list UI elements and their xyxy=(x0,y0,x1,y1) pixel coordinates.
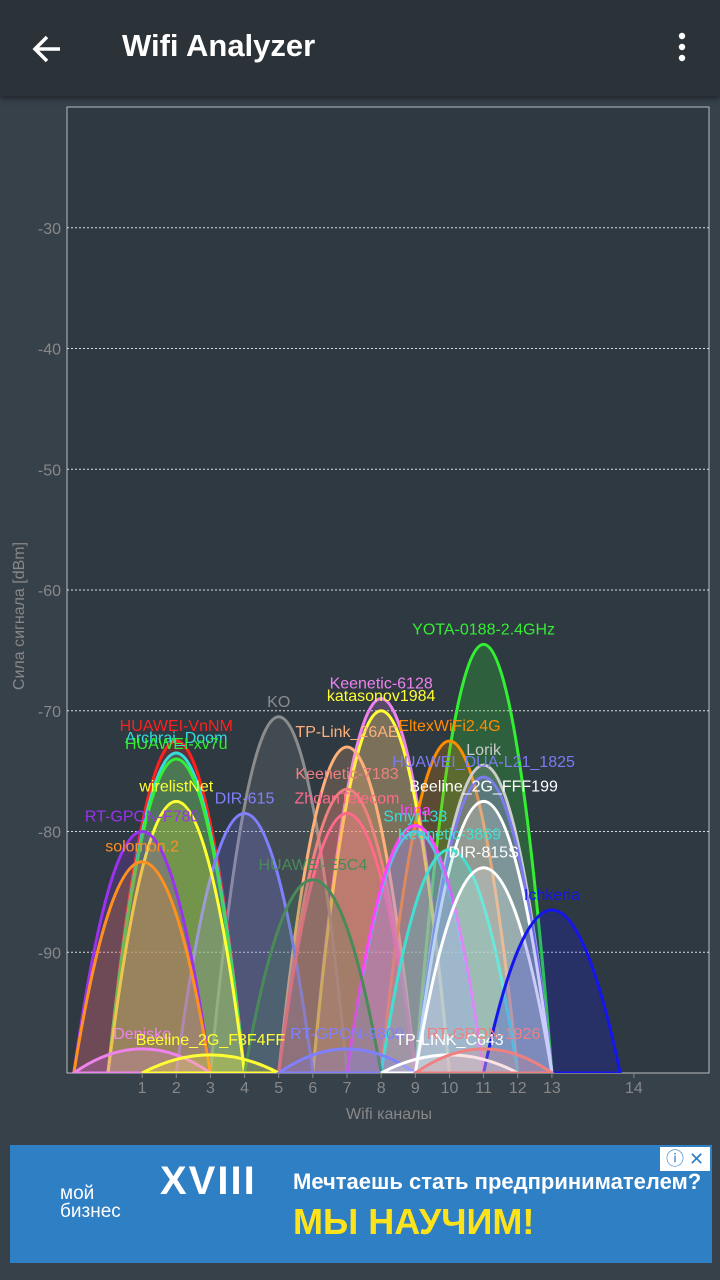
network-label: DIR-615 xyxy=(215,790,275,807)
network-label: DIR-815S xyxy=(448,845,518,862)
network-label: Archrai_Doom xyxy=(125,730,227,747)
signal-arc xyxy=(413,799,554,1073)
network-label: YOTA-0188-2.4GHz xyxy=(412,621,555,638)
menu-button[interactable] xyxy=(672,32,692,64)
network-label: katasonov1984 xyxy=(327,688,436,705)
y-tick-label: -90 xyxy=(38,945,61,962)
network-label: Beeline_2G_FFF199 xyxy=(409,778,558,795)
signal-arc xyxy=(277,745,417,1073)
network-label: Smyr133 xyxy=(383,809,447,826)
network-label: RT-GPON-1926 xyxy=(427,1026,541,1043)
signal-arc xyxy=(208,715,349,1073)
x-tick-label: 6 xyxy=(308,1080,317,1097)
signal-arc xyxy=(72,830,212,1073)
signal-arc xyxy=(380,1053,519,1073)
network-label: HUAWEI-xv7u xyxy=(125,736,228,753)
network-label: TP-Link_26AE xyxy=(295,724,398,741)
chart: -30-40-50-60-70-80-901 2 3 4 5 6 7 8 9 10 11 12 13 14… xyxy=(11,106,710,1123)
network-label: RT-GPON-9800 xyxy=(290,1026,404,1043)
network-label: HUAWEI-VnNM xyxy=(120,718,233,735)
x-tick-label: 10 xyxy=(441,1080,459,1097)
ad-text: Мечтаешь стать предпринимателем? xyxy=(293,1169,702,1194)
signal-arc xyxy=(412,1047,555,1073)
network-label: Irina xyxy=(400,802,431,819)
network-label: Lorik xyxy=(466,742,502,759)
signal-arc xyxy=(106,799,247,1073)
y-tick-label: -30 xyxy=(38,221,61,238)
x-tick-label: 13 xyxy=(543,1080,561,1097)
network-label: Keenetic-3869 xyxy=(398,827,501,844)
app-bar: Wifi Analyzer xyxy=(0,0,720,96)
signal-arc xyxy=(71,1047,214,1073)
y-tick-label: -80 xyxy=(38,825,61,842)
y-tick-label: -60 xyxy=(38,583,61,600)
network-label: EltexWiFi2.4G xyxy=(398,718,500,735)
network-label: RT-GPON-F780 xyxy=(85,809,200,826)
network-label: Keenetic-6128 xyxy=(330,676,433,693)
signal-arc xyxy=(72,860,212,1073)
signal-arc xyxy=(141,1053,280,1073)
x-tick-label: 5 xyxy=(274,1080,283,1097)
ad-brand: мой бизнес xyxy=(60,1183,121,1222)
x-tick-label: 2 xyxy=(172,1080,181,1097)
y-tick-label: -40 xyxy=(38,342,61,359)
network-label: KO xyxy=(267,694,290,711)
network-label: HUAWEI_DUA-L21_1825 xyxy=(392,754,575,771)
signal-arc xyxy=(276,1047,418,1073)
signal-arc xyxy=(379,848,520,1073)
x-tick-label: 7 xyxy=(343,1080,352,1097)
x-tick-label: 9 xyxy=(411,1080,420,1097)
x-axis-label: Wifi каналы xyxy=(346,1106,432,1123)
network-label: Denisko xyxy=(113,1026,171,1043)
signal-arc xyxy=(413,776,554,1073)
network-label: ZhdanTelecom xyxy=(295,790,400,807)
y-tick-label: -70 xyxy=(38,704,61,721)
x-tick-label: 4 xyxy=(240,1080,249,1097)
ad-headline: МЫ НАУЧИМ! xyxy=(293,1201,535,1242)
ad-number: XVIII xyxy=(160,1159,257,1203)
network-label: Beeline_2G_F3F4FF xyxy=(136,1032,286,1049)
signal-arc xyxy=(174,811,315,1073)
network-label: solomon.2 xyxy=(105,839,179,856)
network-label: Keenetic-7183 xyxy=(295,766,398,783)
app-title: Wifi Analyzer xyxy=(122,28,316,63)
x-tick-label: 12 xyxy=(509,1080,527,1097)
network-label: Ichkeria xyxy=(524,887,580,904)
signal-arc xyxy=(243,878,383,1073)
back-button[interactable] xyxy=(30,32,64,66)
y-axis-label: Сила сигнала [dBm] xyxy=(11,542,28,690)
ad-banner[interactable]: мой бизнес XVIII Мечтаешь стать предприн… xyxy=(10,1145,712,1263)
y-tick-label: -50 xyxy=(38,462,61,479)
network-label: HUAWEI-E5C4 xyxy=(258,857,367,874)
signal-arc xyxy=(482,908,622,1073)
x-tick-label: 14 xyxy=(625,1080,643,1097)
x-tick-label: 1 xyxy=(138,1080,147,1097)
signal-arc xyxy=(413,866,554,1073)
x-tick-label: 11 xyxy=(475,1080,492,1097)
signal-arc xyxy=(345,824,486,1073)
network-label: TP-LINK_C643 xyxy=(395,1032,504,1049)
x-tick-label: 3 xyxy=(206,1080,215,1097)
x-tick-label: 8 xyxy=(377,1080,386,1097)
ad-close[interactable]: ⓘ ✕ xyxy=(660,1147,710,1171)
network-label: wirelistNet xyxy=(138,778,213,795)
